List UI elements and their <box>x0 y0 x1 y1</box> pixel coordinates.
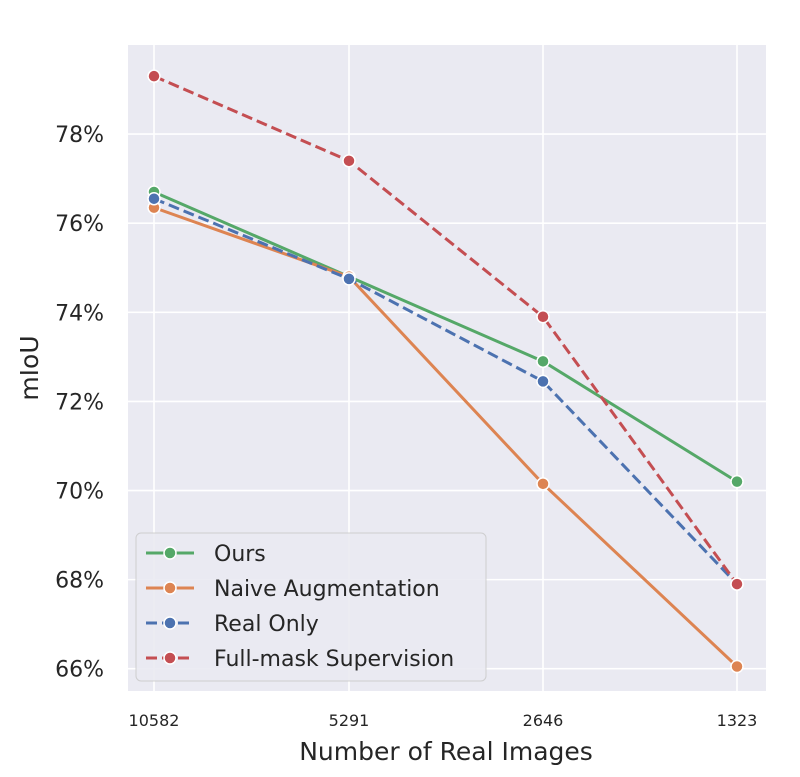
legend: Ours Naive Augmentation Real Only Full-mask… <box>135 532 487 682</box>
x-tick-label: 1323 <box>717 711 758 730</box>
y-tick-label: 72% <box>55 390 104 415</box>
data-point <box>730 577 744 591</box>
series-line <box>153 74 739 585</box>
data-point <box>536 477 550 491</box>
legend-label: Full-mask Supervision <box>214 647 454 672</box>
series-3 <box>147 69 744 591</box>
legend-item: Ours <box>146 542 266 567</box>
data-point <box>536 310 550 324</box>
series-line <box>153 197 739 586</box>
data-point <box>730 474 744 489</box>
legend-box <box>135 532 487 682</box>
y-tick-label: 74% <box>55 301 104 326</box>
y-tick-label: 76% <box>55 212 104 237</box>
x-tick-label: 10582 <box>129 711 180 730</box>
legend-item: Naive Augmentation <box>146 577 440 602</box>
x-tick-labels: 10582 5291 2646 1323 <box>129 711 758 730</box>
legend-marker <box>163 581 177 595</box>
y-tick-label: 70% <box>55 480 104 505</box>
data-point <box>147 69 161 83</box>
x-tick-label: 5291 <box>329 711 370 730</box>
data-point <box>536 354 550 369</box>
legend-item: Real Only <box>146 612 319 637</box>
x-axis-label: Number of Real Images <box>299 737 593 766</box>
data-point <box>342 154 356 168</box>
legend-item: Full-mask Supervision <box>146 647 454 672</box>
legend-label: Real Only <box>214 612 319 637</box>
series-line <box>153 206 739 668</box>
legend-marker <box>163 616 177 630</box>
y-tick-label: 66% <box>55 658 104 683</box>
data-point <box>342 272 356 286</box>
legend-label: Naive Augmentation <box>214 577 440 602</box>
legend-marker <box>163 651 177 665</box>
series-group <box>147 69 744 674</box>
data-point <box>147 191 161 206</box>
y-tick-labels: 66% 68% 70% 72% 74% 76% 78% <box>55 123 104 683</box>
y-tick-label: 68% <box>55 569 104 594</box>
legend-marker <box>163 546 177 560</box>
data-point <box>730 659 744 674</box>
series-line <box>153 190 738 483</box>
y-tick-label: 78% <box>55 123 104 148</box>
legend-items: Ours Naive Augmentation Real Only Full-mask… <box>146 542 454 672</box>
y-axis-label: mIoU <box>15 335 44 400</box>
x-tick-label: 2646 <box>523 711 564 730</box>
data-point <box>536 374 550 389</box>
legend-label: Ours <box>214 542 266 567</box>
